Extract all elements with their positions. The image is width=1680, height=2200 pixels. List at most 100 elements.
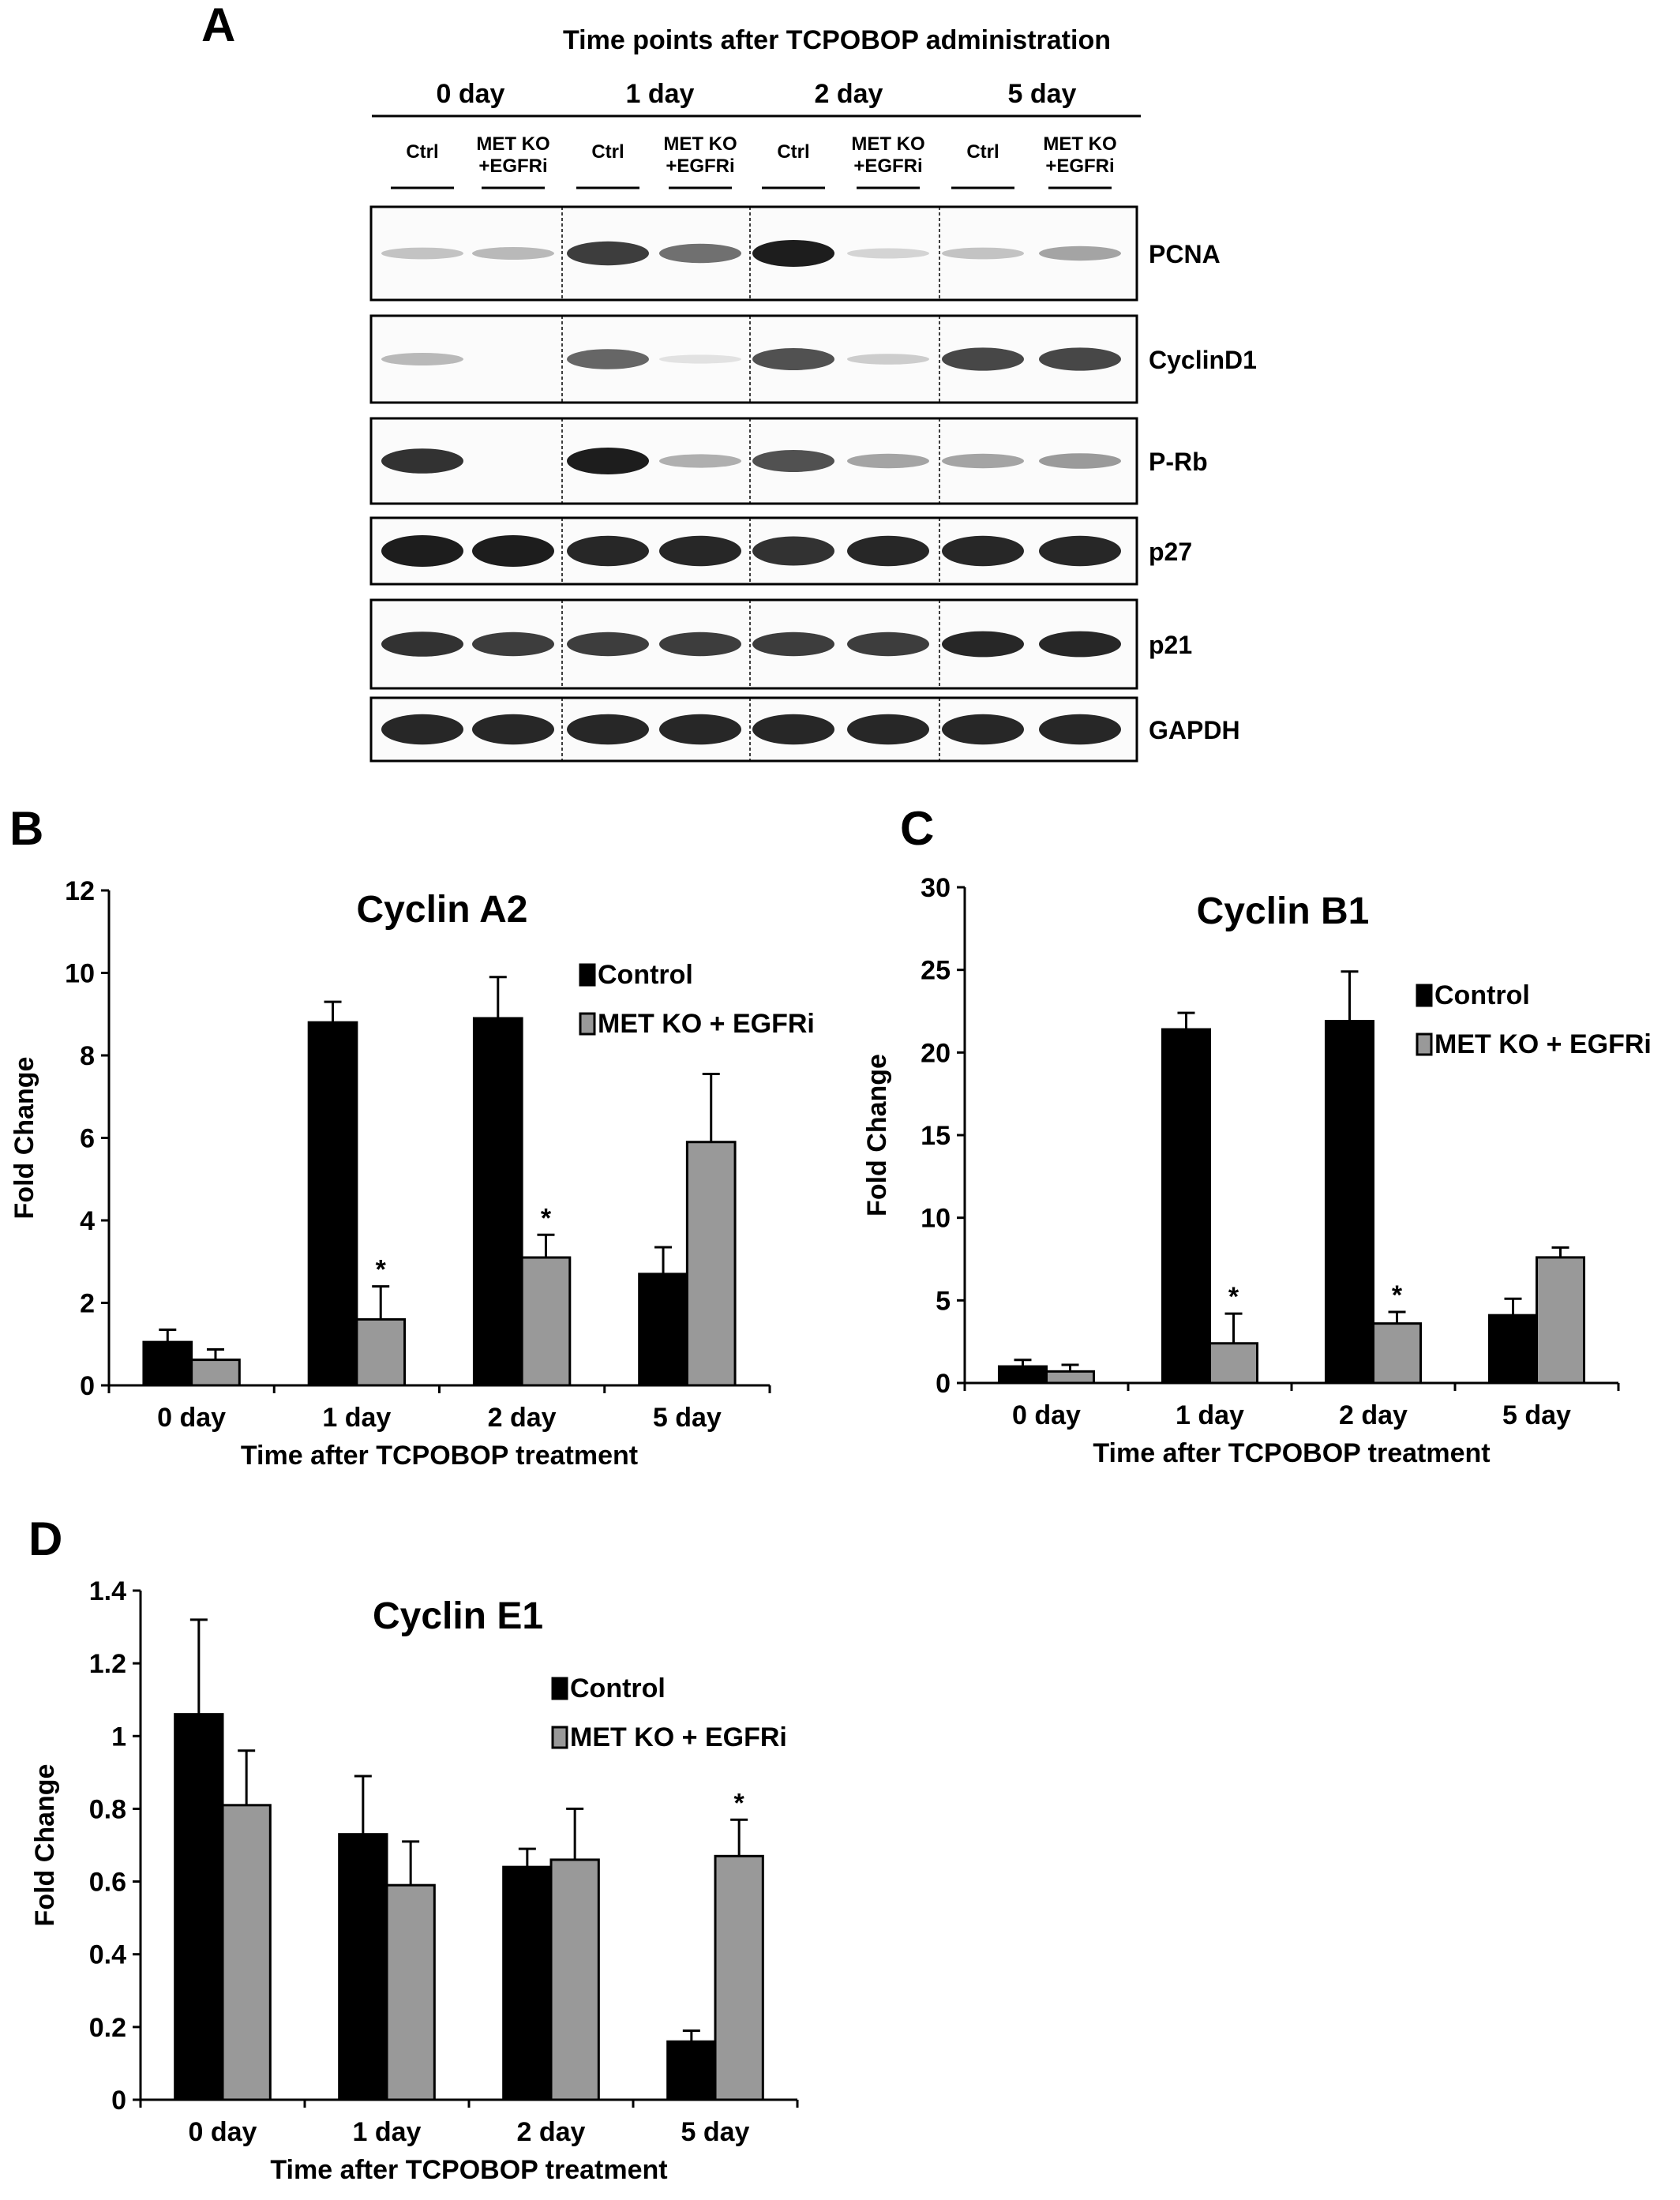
legend-label-treated: MET KO + EGFRi [570,1722,787,1752]
bar-control [1487,1314,1538,1385]
bar-control [666,2040,717,2101]
protein-band [1039,347,1121,371]
lane-label: MET KO +EGFRi [476,133,549,177]
protein-label: GAPDH [1149,716,1240,744]
chart-title: Cyclin A2 [357,889,528,931]
protein-band [847,248,929,259]
y-tick-label: 5 [936,1286,951,1316]
y-tick-label: 0 [111,2086,126,2116]
protein-band [381,448,463,474]
protein-label: CyclinD1 [1149,346,1257,374]
lane-label: MET KO +EGFRi [1043,133,1116,177]
protein-band [942,347,1024,371]
protein-band [659,535,741,567]
bar-treated [221,1804,272,2101]
protein-band [1039,245,1121,261]
x-axis-label: Time after TCPOBOP treatment [241,1441,638,1471]
legend-swatch-control [1416,984,1433,1007]
legend-swatch-control [551,1677,568,1700]
protein-band [1039,631,1121,658]
chart-title: Cyclin E1 [373,1595,543,1637]
lane-label: MET KO +EGFRi [663,133,737,177]
protein-label: P-Rb [1149,448,1208,476]
protein-band [381,535,463,567]
x-tick-label: 5 day [1502,1400,1571,1430]
panel-d-label: D [28,1512,63,1565]
legend-label-control: Control [1434,980,1530,1010]
y-axis-label: Fold Change [30,1764,60,1927]
bar-control [638,1272,688,1387]
protein-band [567,714,649,745]
y-tick-label: 0.2 [89,2013,126,2043]
bar-treated [1536,1256,1586,1385]
panel-c-label: C [900,802,935,855]
y-tick-label: 15 [921,1121,951,1151]
protein-band [752,536,834,566]
x-axis-label: Time after TCPOBOP treatment [1093,1438,1490,1468]
protein-band [381,632,463,657]
protein-band [752,450,834,472]
protein-band [847,453,929,469]
protein-band [942,714,1024,745]
chart-cyclin-a2: 0 2 4 6 8 10 12 0 day 1 day * 2 day * 5 day Cyclin A2… [9,876,815,1471]
bar-treated [1372,1322,1423,1385]
x-tick-label: 1 day [353,2117,422,2147]
y-tick-label: 0 [80,1371,95,1401]
lane-label: Ctrl [591,141,624,163]
x-tick-label: 0 day [157,1403,226,1433]
protein-band [567,349,649,369]
protein-band [381,714,463,745]
y-tick-label: 20 [921,1038,951,1068]
protein-band [942,535,1024,567]
panel-a-label: A [201,0,236,51]
y-tick-label: 6 [80,1124,95,1154]
legend-label-treated: MET KO + EGFRi [598,1009,815,1039]
blot-title: Time points after TCPOBOP administration [563,25,1111,55]
y-tick-label: 0 [936,1369,951,1399]
protein-band [1039,453,1121,469]
protein-band [472,714,554,745]
protein-label: PCNA [1149,240,1221,268]
y-tick-label: 30 [921,873,951,903]
protein-band [659,632,741,657]
y-tick-label: 1.2 [89,1649,126,1679]
legend-swatch-treated [1416,1033,1433,1056]
legend-label-treated: MET KO + EGFRi [1434,1029,1652,1059]
bar-control [338,1833,388,2101]
protein-band [472,632,554,657]
protein-band [567,241,649,266]
protein-band [1039,535,1121,567]
x-axis-label: Time after TCPOBOP treatment [270,2155,667,2185]
protein-band [659,243,741,264]
lane-label: MET KO +EGFRi [851,133,924,177]
bar-control [174,1713,224,2101]
legend-label-control: Control [570,1673,666,1703]
timepoint-label: 5 day [1008,79,1077,109]
y-tick-label: 4 [80,1206,95,1236]
x-tick-label: 5 day [653,1403,722,1433]
protein-band [567,448,649,474]
protein-label: p27 [1149,538,1192,566]
lane-label: Ctrl [406,141,438,163]
x-tick-label: 5 day [681,2117,750,2147]
legend-swatch-control [579,963,596,987]
x-tick-label: 2 day [1339,1400,1408,1430]
bar-treated [685,1141,737,1387]
lane-label: Ctrl [777,141,809,163]
protein-band [472,535,554,567]
y-tick-label: 10 [65,959,95,989]
y-tick-label: 0.8 [89,1794,126,1824]
y-tick-label: 8 [80,1041,95,1071]
protein-band [847,714,929,745]
protein-band [1039,714,1121,745]
protein-band [381,353,463,365]
significance-marker: * [734,1788,745,1818]
bar-control [307,1021,358,1387]
y-axis-label: Fold Change [9,1057,39,1220]
timepoint-label: 0 day [437,79,505,109]
x-tick-label: 1 day [1176,1400,1244,1430]
bar-control [1324,1020,1374,1385]
chart-cyclin-b1: 0 5 10 15 20 25 30 0 day 1 day * 2 day * 5 day Cyclin… [862,873,1652,1468]
protein-band [567,535,649,567]
